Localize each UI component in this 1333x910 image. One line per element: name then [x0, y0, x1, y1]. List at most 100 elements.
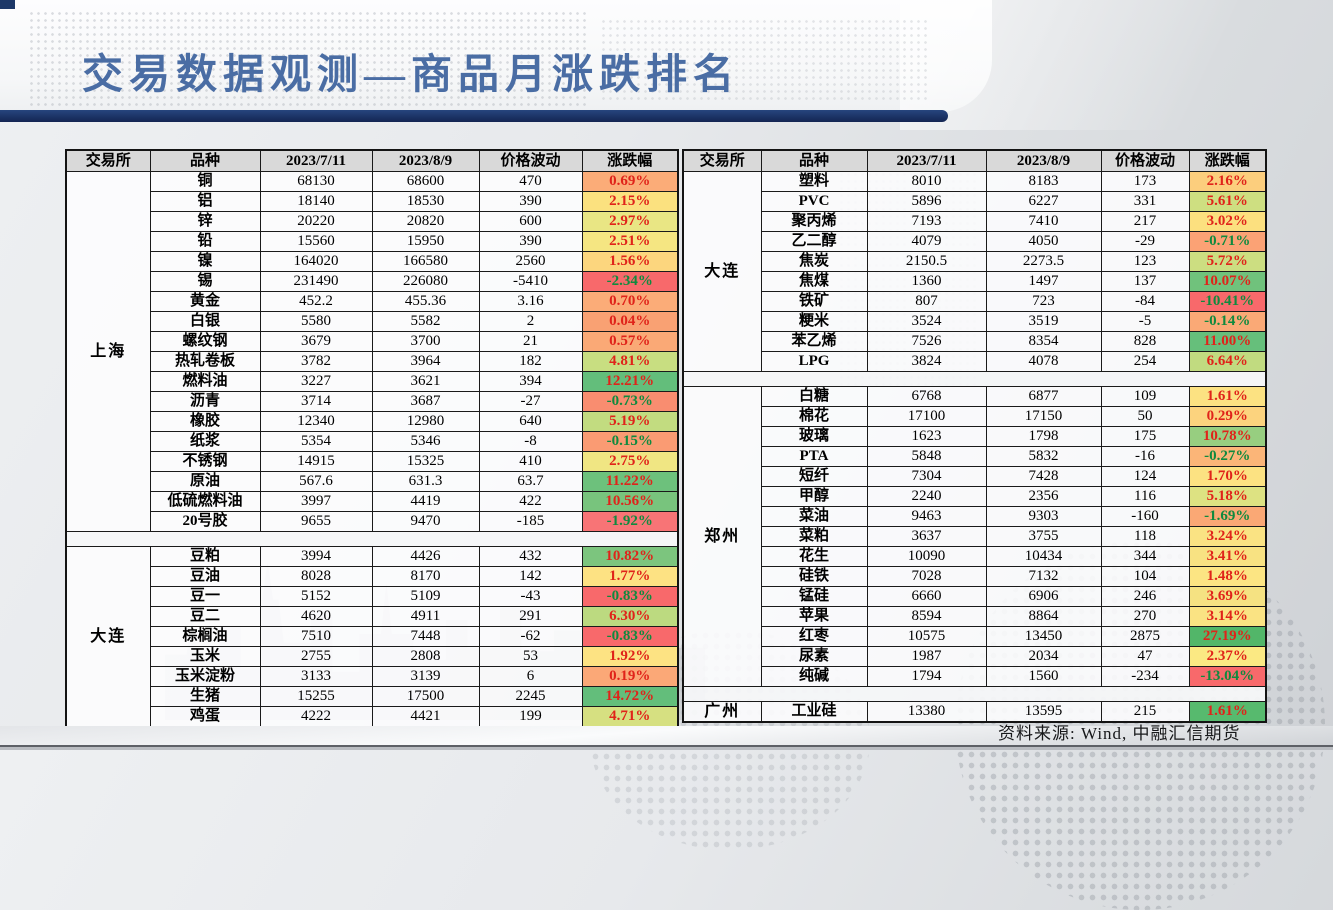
- table-row: 鸡蛋 4222 4421 199 4.71%: [66, 706, 679, 728]
- product-cell: 菜粕: [760, 526, 868, 547]
- pct-change-cell: 3.41%: [1188, 546, 1267, 567]
- price-end-cell: 631.3: [371, 471, 480, 492]
- table-row: 铝 18140 18530 390 2.15%: [66, 191, 679, 212]
- exchange-cell: 广州: [682, 701, 762, 723]
- pct-change-cell: 2.97%: [581, 211, 679, 232]
- pct-change-cell: -2.34%: [581, 271, 679, 292]
- price-start-cell: 452.2: [259, 291, 373, 312]
- price-start-cell: 164020: [259, 251, 373, 272]
- column-header: 2023/8/9: [985, 149, 1102, 172]
- table-row: 不锈钢 14915 15325 410 2.75%: [66, 451, 679, 472]
- product-cell: 红枣: [760, 626, 868, 647]
- price-end-cell: 13450: [985, 626, 1102, 647]
- table-row: 白银 5580 5582 2 0.04%: [66, 311, 679, 332]
- pct-change-cell: 14.72%: [581, 686, 679, 707]
- pct-change-cell: 4.71%: [581, 706, 679, 728]
- product-cell: 铅: [149, 231, 261, 252]
- table-row: 豆二 4620 4911 291 6.30%: [66, 606, 679, 627]
- price-start-cell: 3133: [259, 666, 373, 687]
- bottom-strip: [0, 726, 1333, 746]
- price-change-cell: -62: [478, 626, 583, 647]
- price-end-cell: 7410: [985, 211, 1102, 232]
- price-start-cell: 3824: [866, 351, 987, 372]
- price-end-cell: 8354: [985, 331, 1102, 352]
- product-cell: 菜油: [760, 506, 868, 527]
- price-start-cell: 9463: [866, 506, 987, 527]
- pct-change-cell: 1.61%: [1188, 701, 1267, 723]
- price-change-cell: -234: [1100, 666, 1190, 687]
- product-cell: 苯乙烯: [760, 331, 868, 352]
- table-row: 20号胶 9655 9470 -185 -1.92%: [66, 511, 679, 532]
- table-row: 纸浆 5354 5346 -8 -0.15%: [66, 431, 679, 452]
- price-change-cell: 470: [478, 171, 583, 192]
- table-row: PVC 5896 6227 331 5.61%: [683, 191, 1267, 212]
- table-row: 棉花 17100 17150 50 0.29%: [683, 406, 1267, 427]
- price-change-cell: 53: [478, 646, 583, 667]
- pct-change-cell: 2.51%: [581, 231, 679, 252]
- price-change-cell: 199: [478, 706, 583, 728]
- product-cell: PTA: [760, 446, 868, 467]
- exchange-cell: 大连: [65, 546, 151, 728]
- exchange-cell: 上海: [65, 171, 151, 532]
- pct-change-cell: 10.56%: [581, 491, 679, 512]
- price-start-cell: 3997: [259, 491, 373, 512]
- price-end-cell: 4050: [985, 231, 1102, 252]
- table-row: 焦炭 2150.5 2273.5 123 5.72%: [683, 251, 1267, 272]
- price-start-cell: 4079: [866, 231, 987, 252]
- price-end-cell: 6906: [985, 586, 1102, 607]
- price-start-cell: 2240: [866, 486, 987, 507]
- price-change-cell: 291: [478, 606, 583, 627]
- price-end-cell: 6877: [985, 386, 1102, 407]
- commodity-table-right: 交易所 品种 2023/7/11 2023/8/9 价格波动 涨跌幅 大连 塑料 8010 818…: [682, 149, 1267, 723]
- product-cell: 白糖: [760, 386, 868, 407]
- price-start-cell: 4620: [259, 606, 373, 627]
- price-change-cell: 142: [478, 566, 583, 587]
- column-header: 品种: [760, 149, 868, 172]
- product-cell: 甲醇: [760, 486, 868, 507]
- price-start-cell: 14915: [259, 451, 373, 472]
- pct-change-cell: 11.22%: [581, 471, 679, 492]
- price-end-cell: 17500: [371, 686, 480, 707]
- page-title: 交易数据观测—商品月涨跌排名: [82, 51, 740, 97]
- price-start-cell: 3637: [866, 526, 987, 547]
- table-row: 花生 10090 10434 344 3.41%: [683, 546, 1267, 567]
- pct-change-cell: -0.83%: [581, 626, 679, 647]
- price-change-cell: 344: [1100, 546, 1190, 567]
- product-cell: 鸡蛋: [149, 706, 261, 728]
- product-cell: 花生: [760, 546, 868, 567]
- price-start-cell: 12340: [259, 411, 373, 432]
- pct-change-cell: 0.57%: [581, 331, 679, 352]
- product-cell: 镍: [149, 251, 261, 272]
- exchange-cell: 郑州: [682, 386, 762, 687]
- price-end-cell: 20820: [371, 211, 480, 232]
- table-row: 菜油 9463 9303 -160 -1.69%: [683, 506, 1267, 527]
- price-change-cell: -8: [478, 431, 583, 452]
- price-change-cell: -5: [1100, 311, 1190, 332]
- price-start-cell: 3524: [866, 311, 987, 332]
- price-change-cell: 331: [1100, 191, 1190, 212]
- table-row: 原油 567.6 631.3 63.7 11.22%: [66, 471, 679, 492]
- price-start-cell: 1794: [866, 666, 987, 687]
- pct-change-cell: 1.48%: [1188, 566, 1267, 587]
- product-cell: 橡胶: [149, 411, 261, 432]
- product-cell: 生猪: [149, 686, 261, 707]
- price-end-cell: 226080: [371, 271, 480, 292]
- price-change-cell: 828: [1100, 331, 1190, 352]
- table-row: 棕榈油 7510 7448 -62 -0.83%: [66, 626, 679, 647]
- column-header: 价格波动: [1100, 149, 1190, 172]
- separator-row: [682, 371, 1267, 387]
- price-end-cell: 8864: [985, 606, 1102, 627]
- price-end-cell: 8183: [985, 171, 1102, 192]
- price-change-cell: 2: [478, 311, 583, 332]
- price-start-cell: 18140: [259, 191, 373, 212]
- price-end-cell: 2808: [371, 646, 480, 667]
- column-header: 2023/8/9: [371, 149, 480, 172]
- product-cell: 焦炭: [760, 251, 868, 272]
- price-start-cell: 807: [866, 291, 987, 312]
- table-row: 纯碱 1794 1560 -234 -13.04%: [683, 666, 1267, 687]
- table-row: 锰硅 6660 6906 246 3.69%: [683, 586, 1267, 607]
- price-end-cell: 15950: [371, 231, 480, 252]
- pct-change-cell: 10.82%: [581, 546, 679, 567]
- pct-change-cell: 0.19%: [581, 666, 679, 687]
- table-row: LPG 3824 4078 254 6.64%: [683, 351, 1267, 372]
